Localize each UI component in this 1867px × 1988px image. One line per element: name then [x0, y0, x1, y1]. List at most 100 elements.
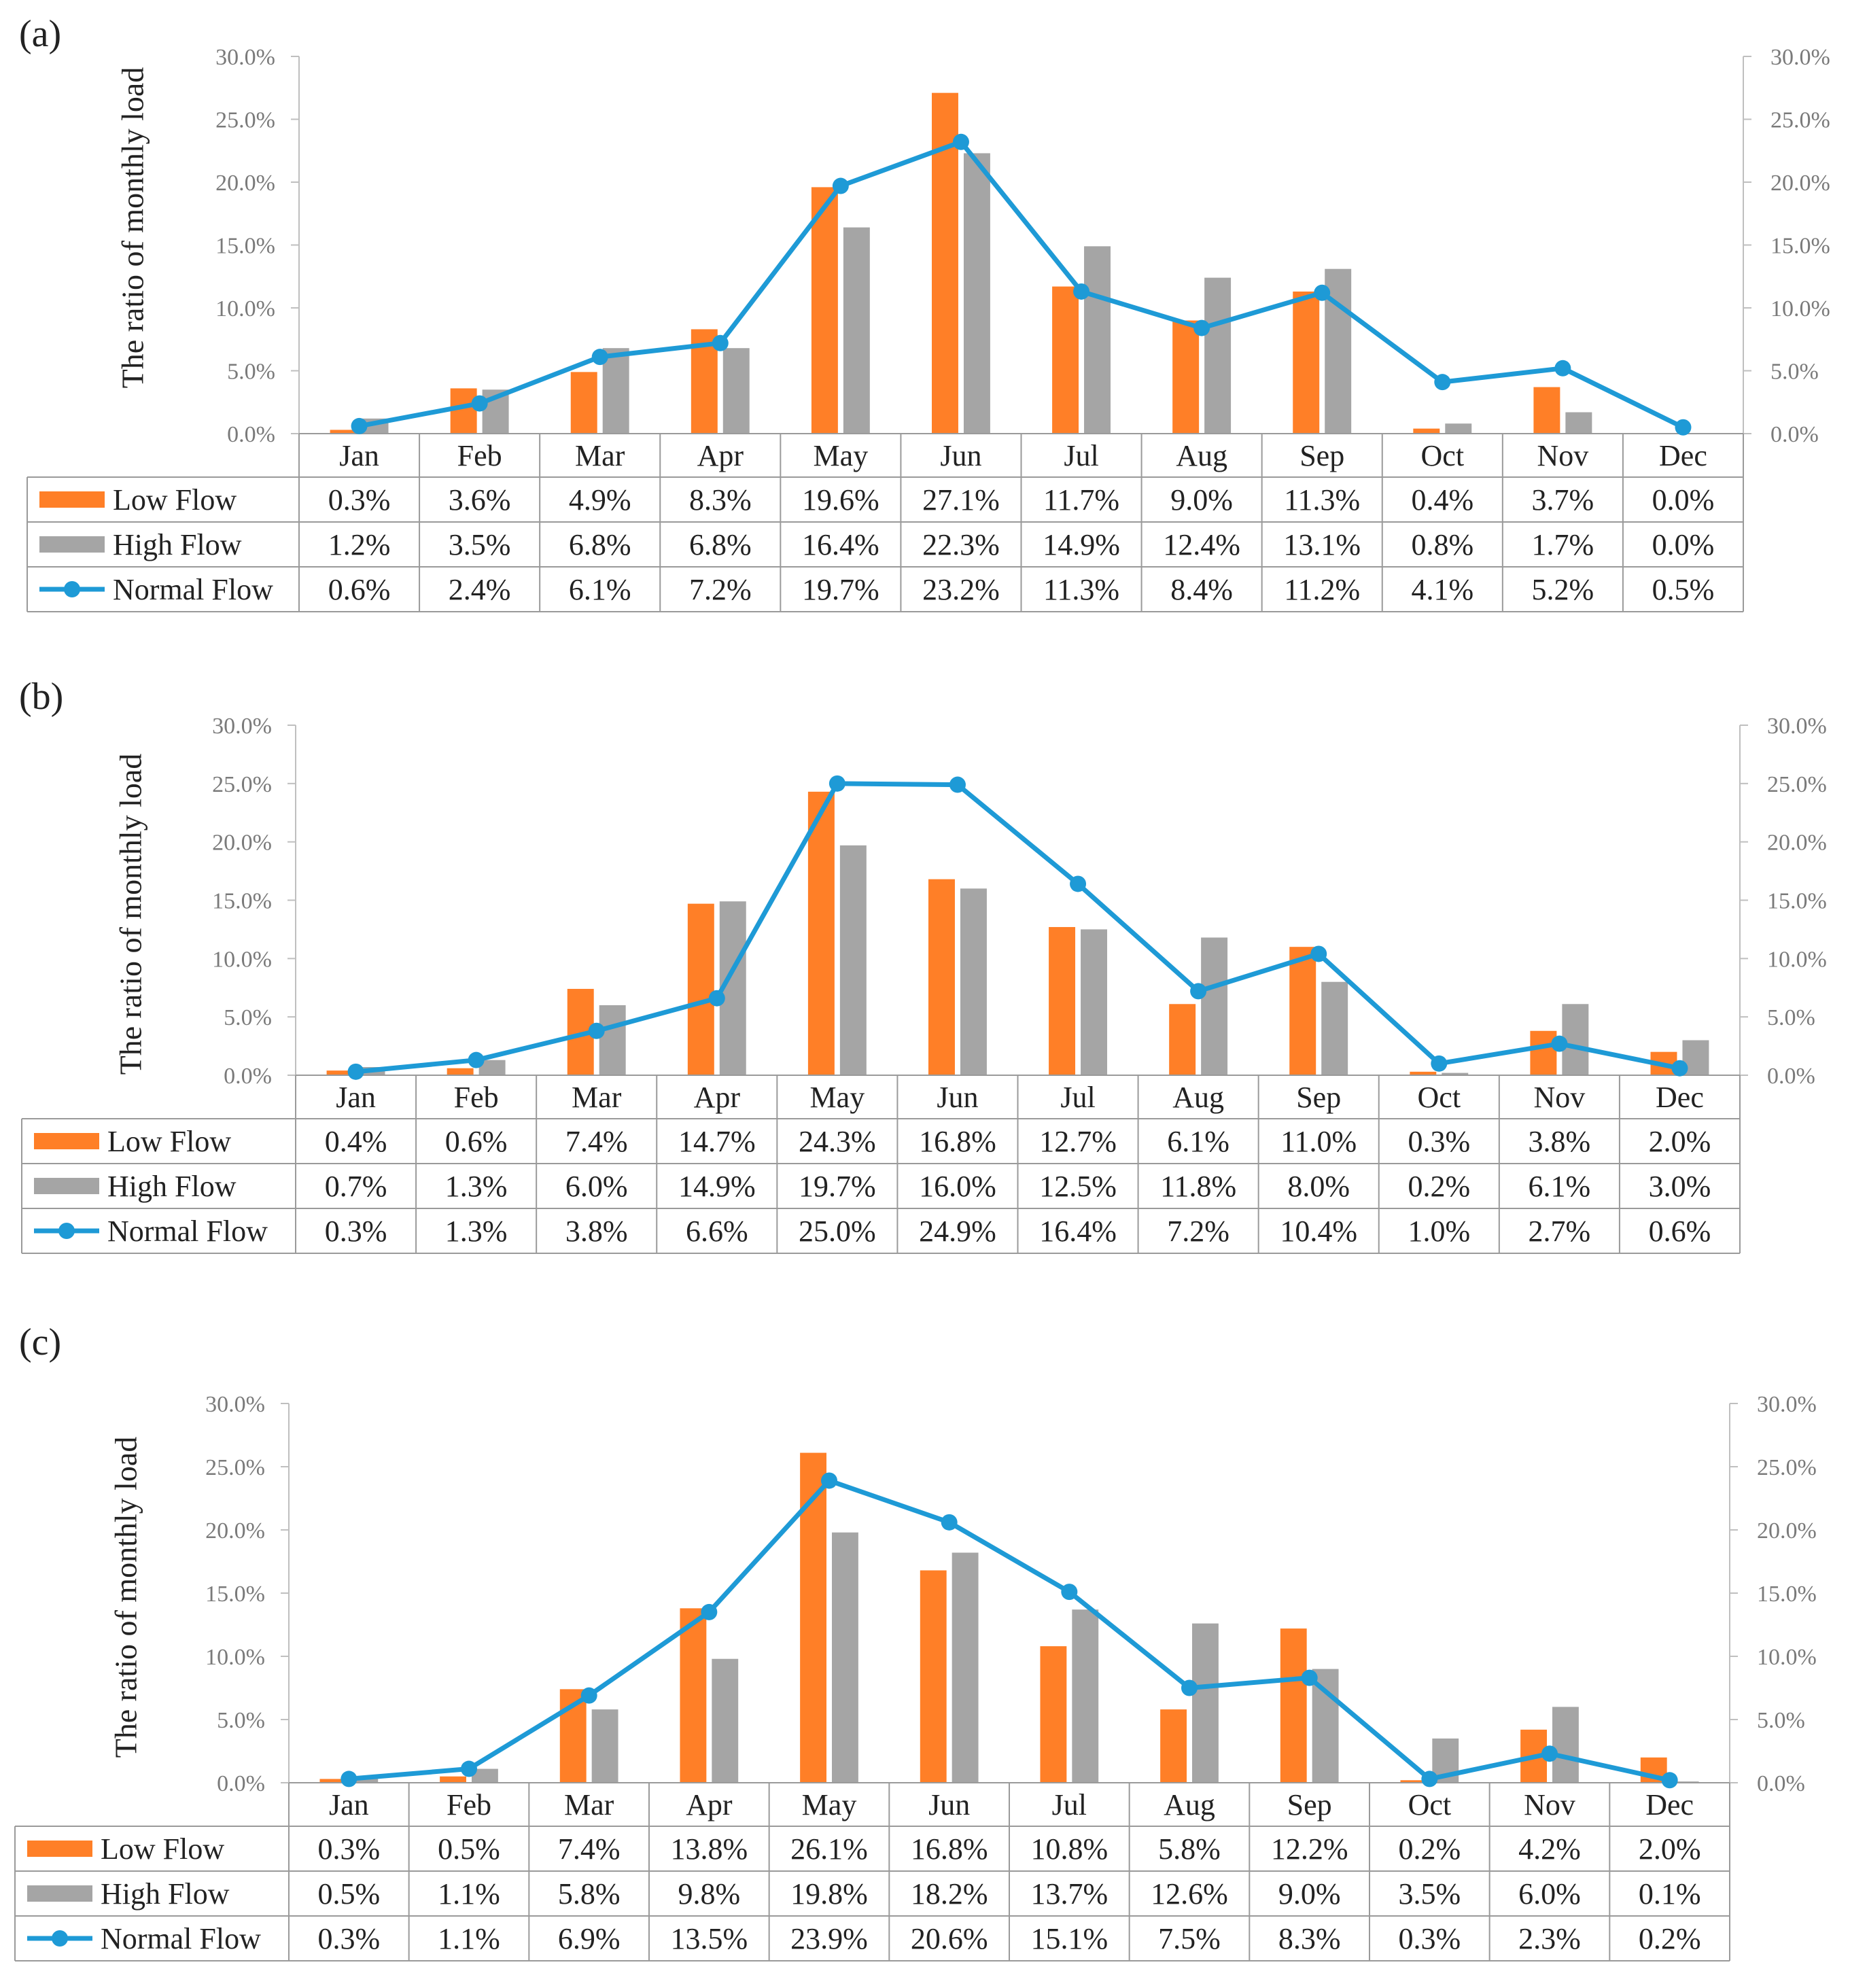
- table-cell-value: 0.5%: [1652, 573, 1715, 606]
- bar-low-flow: [920, 1570, 947, 1783]
- table-cell-value: 13.1%: [1283, 528, 1361, 561]
- legend-key-low-flow: [34, 1133, 99, 1149]
- table-cell-value: 11.2%: [1284, 573, 1360, 606]
- table-cell-value: 0.2%: [1399, 1832, 1461, 1866]
- panel-label: (c): [19, 1321, 62, 1363]
- y-tick-label-right: 0.0%: [1757, 1771, 1805, 1796]
- x-tick-label: Dec: [1659, 439, 1707, 472]
- bar-high-flow: [1204, 277, 1232, 434]
- bar-high-flow: [1312, 1669, 1339, 1783]
- bar-high-flow: [478, 1060, 506, 1075]
- bar-high-flow: [832, 1532, 858, 1783]
- bar-high-flow: [1442, 1073, 1469, 1075]
- point-normal-flow: [821, 1472, 837, 1489]
- bar-high-flow: [960, 888, 987, 1075]
- y-tick-label-left: 30.0%: [205, 1392, 265, 1417]
- bar-high-flow: [712, 1658, 739, 1783]
- table-cell-value: 25.0%: [799, 1215, 876, 1248]
- bar-low-flow: [1169, 1004, 1196, 1075]
- table-cell-value: 2.0%: [1639, 1832, 1701, 1866]
- table-cell-value: 0.2%: [1408, 1170, 1470, 1203]
- table-cell-value: 1.3%: [445, 1215, 508, 1248]
- bar-low-flow: [1040, 1646, 1067, 1783]
- table-cell-value: 0.4%: [325, 1125, 387, 1158]
- table-cell-value: 5.8%: [1158, 1832, 1221, 1866]
- point-normal-flow: [701, 1603, 718, 1620]
- point-normal-flow: [591, 349, 608, 366]
- bar-high-flow: [843, 227, 870, 434]
- table-cell-value: 1.0%: [1408, 1215, 1470, 1248]
- table-cell-value: 16.0%: [919, 1170, 996, 1203]
- x-tick-label: Sep: [1287, 1788, 1332, 1821]
- bar-high-flow: [472, 1768, 498, 1783]
- table-cell-value: 0.6%: [328, 573, 391, 606]
- x-tick-label: May: [802, 1788, 857, 1821]
- y-tick-label-left: 5.0%: [224, 1005, 272, 1030]
- bar-low-flow: [807, 791, 835, 1075]
- bar-high-flow: [722, 348, 750, 434]
- panel-label: (a): [19, 13, 62, 55]
- point-normal-flow: [468, 1051, 485, 1068]
- x-tick-label: Feb: [447, 1788, 491, 1821]
- table-cell-value: 3.0%: [1649, 1170, 1711, 1203]
- legend-label: Low Flow: [113, 483, 237, 517]
- line-normal-flow: [358, 139, 1685, 430]
- table-cell-value: 0.3%: [318, 1832, 381, 1866]
- y-tick-label-left: 25.0%: [205, 1455, 265, 1480]
- point-normal-flow: [1675, 419, 1692, 436]
- y-tick-label-left: 0.0%: [224, 1064, 272, 1089]
- bar-low-flow: [1293, 291, 1320, 434]
- point-normal-flow: [1190, 983, 1207, 1000]
- bar-low-flow: [1280, 1628, 1307, 1783]
- table-cell-value: 5.8%: [558, 1877, 621, 1911]
- table-cell-value: 6.1%: [1529, 1170, 1591, 1203]
- point-normal-flow: [1073, 283, 1090, 300]
- table-cell-value: 6.1%: [1167, 1125, 1229, 1158]
- y-tick-label-right: 20.0%: [1770, 171, 1830, 196]
- x-tick-label: Jun: [928, 1788, 970, 1821]
- table-cell-value: 23.9%: [790, 1922, 868, 1955]
- bar-low-flow: [570, 372, 597, 434]
- table-cell-value: 11.8%: [1160, 1170, 1236, 1203]
- point-normal-flow: [1193, 319, 1210, 336]
- y-tick-label-right: 5.0%: [1770, 360, 1819, 385]
- legend-key-normal-flow-marker: [52, 1930, 68, 1947]
- table-cell-value: 2.7%: [1529, 1215, 1591, 1248]
- bar-low-flow: [319, 1779, 347, 1783]
- table-cell-value: 11.3%: [1043, 573, 1119, 606]
- x-tick-label: Jul: [1064, 439, 1098, 472]
- legend-label: Normal Flow: [107, 1215, 268, 1248]
- table-cell-value: 16.8%: [919, 1125, 996, 1158]
- x-tick-label: Aug: [1172, 1081, 1224, 1114]
- table-cell-value: 0.8%: [1411, 528, 1473, 561]
- bar-low-flow: [1172, 320, 1200, 434]
- table-cell-value: 12.5%: [1039, 1170, 1117, 1203]
- y-tick-label-left: 30.0%: [212, 714, 272, 739]
- x-tick-label: Nov: [1537, 439, 1588, 472]
- bar-high-flow: [1445, 423, 1472, 434]
- x-tick-label: Apr: [697, 439, 744, 472]
- table-cell-value: 3.7%: [1532, 483, 1594, 517]
- y-tick-label-right: 30.0%: [1757, 1392, 1817, 1417]
- bar-low-flow: [326, 1070, 353, 1075]
- x-tick-label: Oct: [1408, 1788, 1452, 1821]
- line-normal-flow: [355, 781, 1681, 1075]
- point-normal-flow: [832, 177, 849, 194]
- x-tick-label: Apr: [694, 1081, 741, 1114]
- y-tick-label-right: 20.0%: [1767, 831, 1827, 856]
- bar-high-flow: [1552, 1707, 1579, 1783]
- table-cell-value: 1.2%: [328, 528, 391, 561]
- line-normal-flow: [349, 1478, 1671, 1783]
- point-normal-flow: [1551, 1035, 1568, 1052]
- table-cell-value: 4.1%: [1411, 573, 1473, 606]
- y-tick-label-left: 5.0%: [227, 360, 275, 385]
- table-cell-value: 9.8%: [678, 1877, 741, 1911]
- bar-high-flow: [952, 1552, 979, 1783]
- x-tick-label: Mar: [575, 439, 625, 472]
- table-cell-value: 6.0%: [565, 1170, 628, 1203]
- point-normal-flow: [351, 417, 368, 434]
- x-tick-label: Nov: [1524, 1788, 1575, 1821]
- point-normal-flow: [588, 1022, 605, 1039]
- x-tick-label: May: [810, 1081, 865, 1114]
- y-tick-label-right: 25.0%: [1767, 772, 1827, 797]
